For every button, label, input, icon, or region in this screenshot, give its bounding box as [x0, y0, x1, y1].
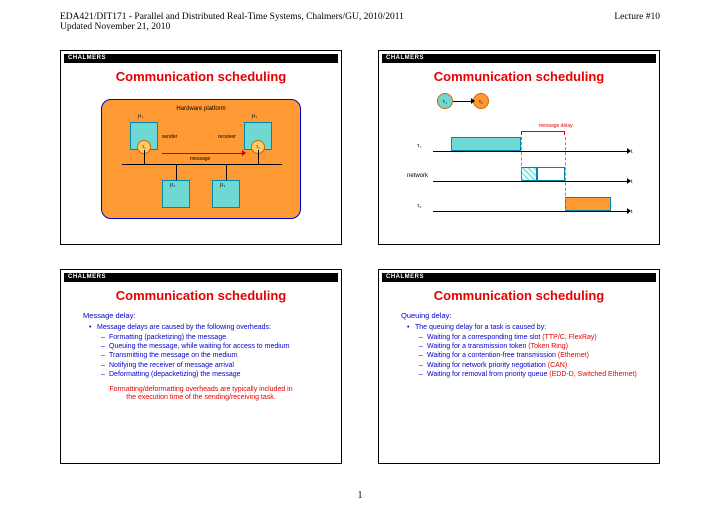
message-delay-brace — [521, 131, 565, 135]
lecture-number: Lecture #10 — [614, 12, 660, 22]
message-delay-label: message delay — [539, 123, 573, 129]
queuing-delay-heading: Queuing delay: — [401, 311, 637, 321]
slide-body: Queuing delay: The queuing delay for a t… — [379, 303, 659, 380]
message-label: message — [190, 156, 210, 162]
page-header: EDA421/DIT171 - Parallel and Distributed… — [0, 0, 720, 36]
bullet: Waiting for a transmission token (Token … — [419, 342, 637, 351]
stub-4 — [226, 164, 227, 180]
slide-title: Communication scheduling — [379, 288, 659, 303]
chalmers-bar: CHALMERS — [382, 54, 656, 63]
bullet: Notifying the receiver of message arriva… — [101, 361, 319, 370]
tau2-exec — [565, 197, 611, 211]
processor-mu3 — [162, 180, 190, 208]
chalmers-bar: CHALMERS — [64, 273, 338, 282]
protocol: (EDD-D, Switched Ethernet) — [549, 371, 637, 378]
slide-title: Communication scheduling — [379, 69, 659, 84]
row-label-tau1: τ₁ — [417, 143, 422, 149]
protocol: (Ethernet) — [558, 352, 589, 359]
bullet: Deformatting (depacketizing) the message — [101, 370, 319, 379]
txt: Waiting for a transmission token — [427, 343, 528, 350]
slide-grid: CHALMERS Communication scheduling Hardwa… — [0, 36, 720, 464]
slide-title: Communication scheduling — [61, 288, 341, 303]
stub-1 — [144, 150, 145, 164]
bullet: Queuing the message, while waiting for a… — [101, 342, 319, 351]
protocol: (TTP/C, FlexRay) — [542, 334, 596, 341]
bus-wire — [122, 164, 282, 165]
tau1-circle: τ₁ — [437, 93, 453, 109]
page-number: 1 — [0, 490, 720, 501]
slide-2: CHALMERS Communication scheduling τ₁ τ₂ … — [378, 50, 660, 245]
message-arrow — [162, 153, 242, 154]
updated-date: Updated November 21, 2010 — [60, 22, 660, 32]
bullet: Message delays are caused by the followi… — [89, 323, 319, 332]
bullet: Formatting (packetizing) the message — [101, 333, 319, 342]
timing-diagram: τ₁ τ₂ message delay τ₁ t network t τ₂ — [399, 93, 639, 233]
chalmers-bar: CHALMERS — [382, 273, 656, 282]
stub-2 — [258, 150, 259, 164]
protocol: (CAN) — [548, 362, 567, 369]
mu2-label: μ₂ — [252, 113, 257, 119]
bullet: Waiting for network priority negotiation… — [419, 361, 637, 370]
net-solid — [537, 167, 565, 181]
tau-arrowhead — [471, 98, 475, 104]
note-line-1: Formatting/deformatting overheads are ty… — [109, 386, 292, 393]
processor-mu4 — [212, 180, 240, 208]
mu3-label: μ₃ — [170, 182, 175, 188]
bullet: Transmitting the message on the medium — [101, 351, 319, 360]
t-label-1: t — [631, 149, 633, 155]
chalmers-bar: CHALMERS — [64, 54, 338, 63]
bullet: Waiting for a corresponding time slot (T… — [419, 333, 637, 342]
row-label-tau2: τ₂ — [417, 203, 422, 209]
dash-1 — [521, 137, 522, 181]
txt: Waiting for a corresponding time slot — [427, 334, 542, 341]
slide-3: CHALMERS Communication scheduling Messag… — [60, 269, 342, 464]
row-label-network: network — [407, 173, 428, 179]
course-code: EDA421/DIT171 - Parallel and Distributed… — [60, 12, 404, 22]
axis-tau2 — [433, 211, 627, 212]
bullet: Waiting for removal from priority queue … — [419, 370, 637, 379]
bullet: Waiting for a contention-free transmissi… — [419, 351, 637, 360]
txt: Waiting for network priority negotiation — [427, 362, 548, 369]
mu1-label: μ₁ — [138, 113, 143, 119]
txt: Waiting for removal from priority queue — [427, 371, 549, 378]
bullet: The queuing delay for a task is caused b… — [407, 323, 637, 332]
hardware-platform-diagram: Hardware platform μ₁ τ₁ μ₂ τ₂ sender rec… — [101, 99, 301, 219]
net-hatch — [521, 167, 537, 181]
t-label-2: t — [631, 179, 633, 185]
t-label-3: t — [631, 209, 633, 215]
message-delay-heading: Message delay: — [83, 311, 319, 321]
axis-tau1 — [433, 151, 627, 152]
axis-net — [433, 181, 627, 182]
sender-label: sender — [162, 134, 177, 140]
slide-1: CHALMERS Communication scheduling Hardwa… — [60, 50, 342, 245]
mu4-label: μ₄ — [220, 182, 225, 188]
tau-arrow-line — [453, 101, 473, 102]
slide-body: Message delay: Message delays are caused… — [61, 303, 341, 403]
tau1-exec — [451, 137, 521, 151]
slide-4: CHALMERS Communication scheduling Queuin… — [378, 269, 660, 464]
red-note: Formatting/deformatting overheads are ty… — [83, 386, 319, 403]
txt: Waiting for a contention-free transmissi… — [427, 352, 558, 359]
stub-3 — [176, 164, 177, 180]
receiver-label: receiver — [218, 134, 236, 140]
note-line-2: the execution time of the sending/receiv… — [126, 394, 275, 401]
slide-title: Communication scheduling — [61, 69, 341, 84]
dash-2 — [565, 137, 566, 211]
message-arrowhead — [242, 150, 246, 156]
tau2-circle: τ₂ — [473, 93, 489, 109]
protocol: (Token Ring) — [528, 343, 568, 350]
hw-platform-label: Hardware platform — [102, 106, 300, 112]
